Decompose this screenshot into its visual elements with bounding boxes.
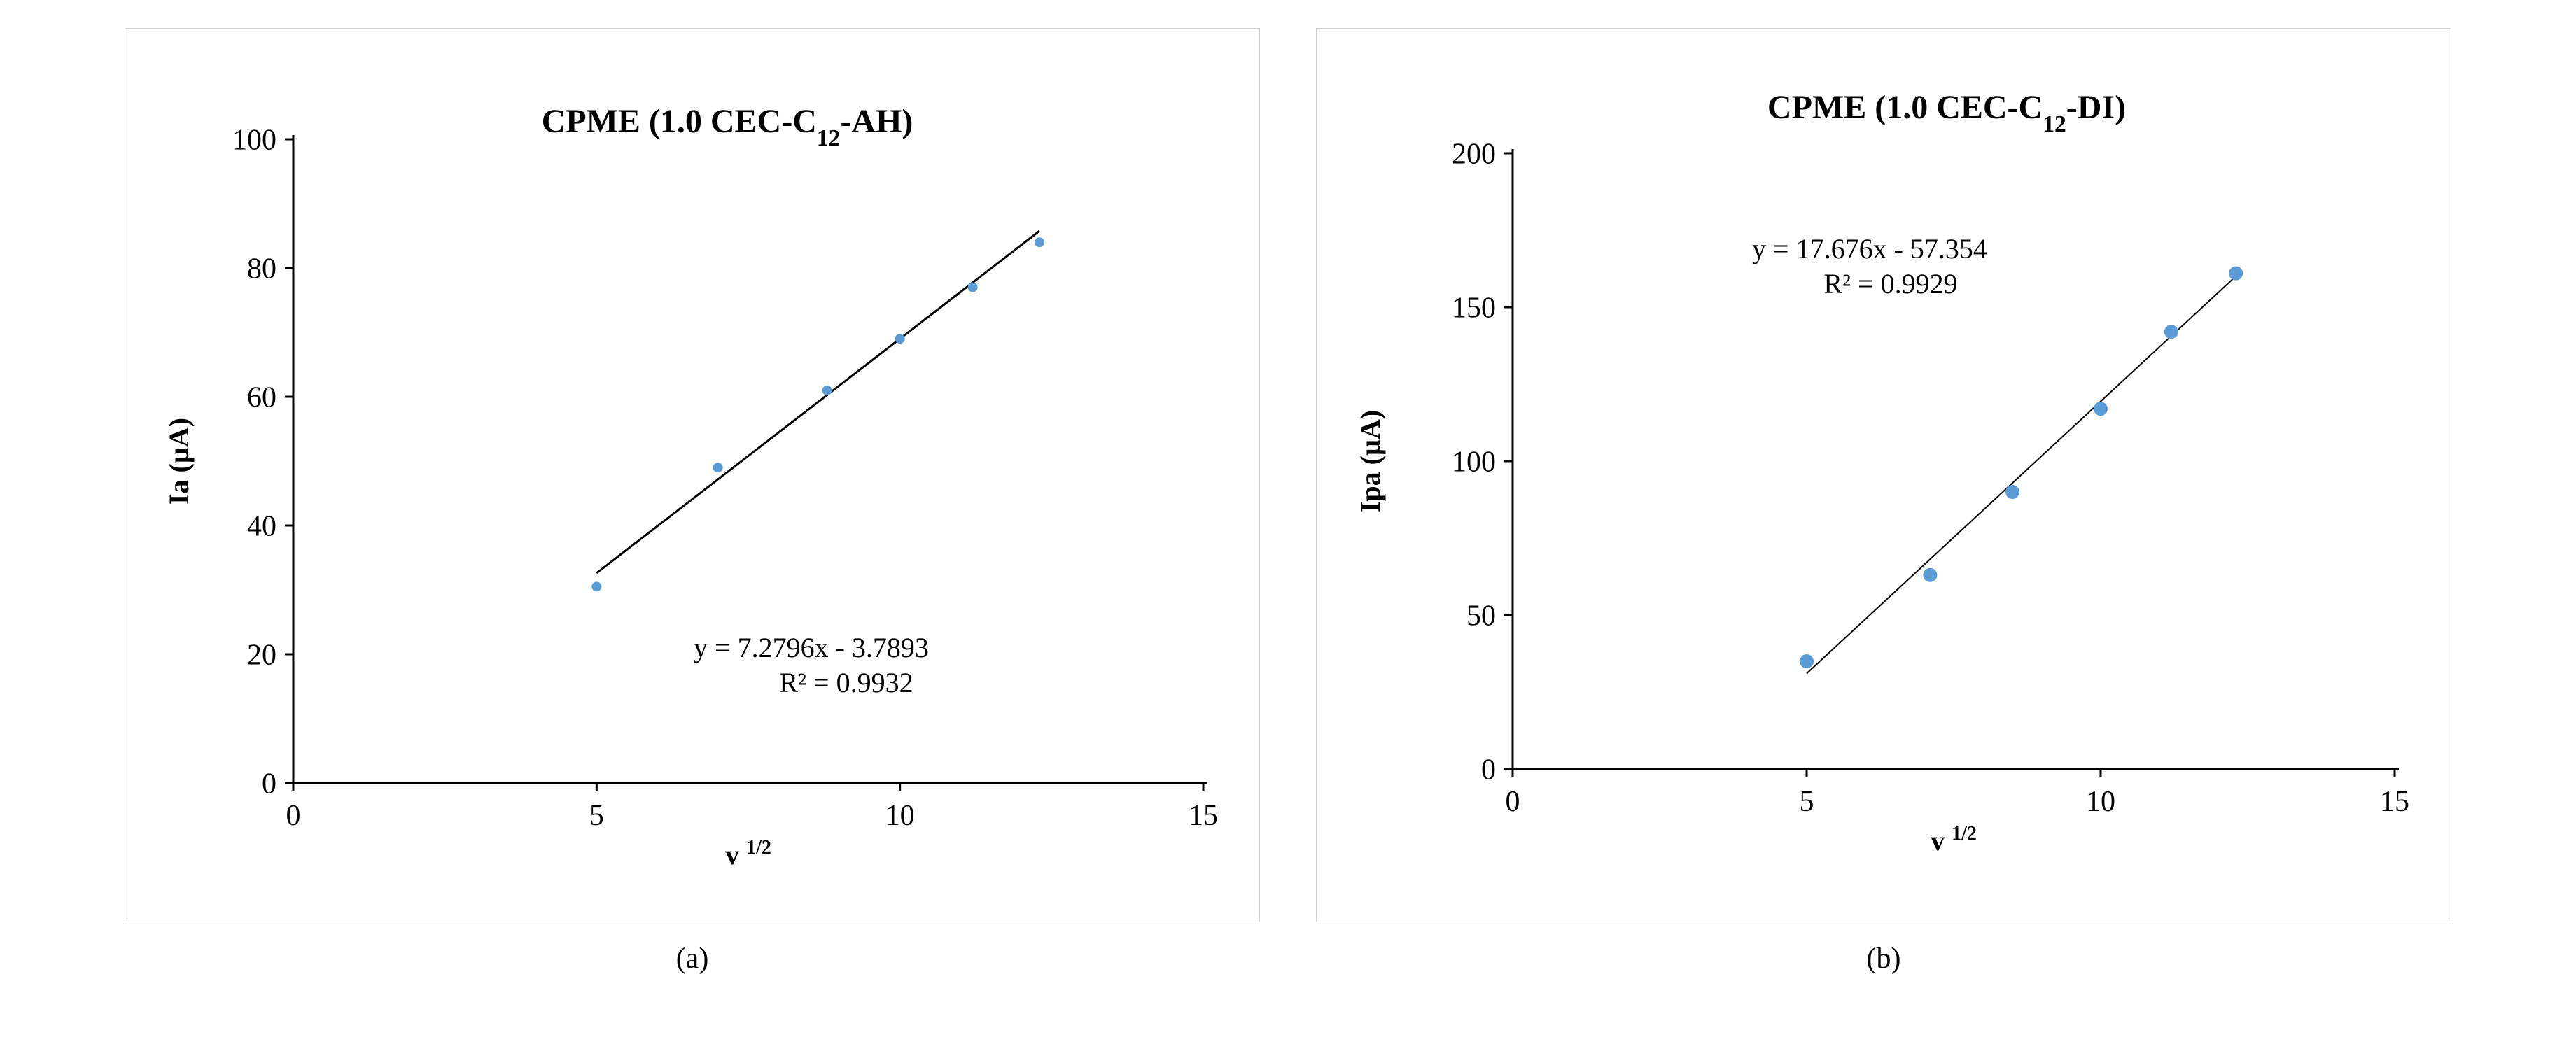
chart-title: CPME (1.0 CEC-C12-AH) [542,103,913,151]
y-tick-label: 80 [247,253,276,285]
chart-panel-a: 0 20 40 60 80 100 0 5 10 15 CPME (1.0 CEC-C12-AH) y… [125,28,1260,975]
fit-equation: y = 17.676x - 57.354 [1752,233,1987,264]
data-point [1800,654,1814,668]
panel-caption-b: (b) [1867,942,1901,975]
data-point [2229,267,2243,281]
chart-svg-a: 0 20 40 60 80 100 0 5 10 15 CPME (1.0 CEC-C12-AH) y… [146,48,1238,909]
x-axis-label: v 1/2 [1931,823,1977,857]
y-tick-label: 60 [247,382,276,414]
data-point [1923,568,1937,582]
data-point [968,283,978,292]
data-point [895,334,905,344]
panel-caption-a: (a) [676,942,709,975]
y-tick-label: 100 [232,125,276,157]
data-point [713,463,723,472]
y-tick-label: 200 [1452,139,1496,171]
x-tick-label: 5 [589,800,604,832]
y-tick-label: 150 [1452,292,1496,325]
x-axis-label: v 1/2 [725,837,771,871]
chart-box-a: 0 20 40 60 80 100 0 5 10 15 CPME (1.0 CEC-C12-AH) y… [125,28,1260,922]
chart-title: CPME (1.0 CEC-C12-DI) [1768,89,2126,137]
x-tick-label: 10 [886,800,915,832]
y-tick-label: 20 [247,640,276,672]
chart-panel-b: 0 50 100 150 200 0 5 10 15 CPME (1.0 CEC-C12-DI) y… [1316,28,2451,975]
y-axis-label: Ipa (µA) [1354,410,1386,512]
fit-rsq: R² = 0.9929 [1823,268,1957,299]
fit-line [596,231,1040,573]
chart-box-b: 0 50 100 150 200 0 5 10 15 CPME (1.0 CEC-C12-DI) y… [1316,28,2451,922]
x-tick-label: 10 [2086,786,2115,818]
y-tick-label: 0 [262,768,276,800]
data-point [1035,237,1044,247]
y-tick-label: 50 [1466,600,1496,633]
y-tick-label: 100 [1452,446,1496,479]
fit-equation: y = 7.2796x - 3.7893 [694,632,929,663]
data-point [2005,485,2019,499]
data-point [592,581,601,591]
x-tick-label: 15 [2380,786,2409,818]
data-point [2164,325,2178,339]
data-point [2094,402,2108,416]
data-point [822,386,832,395]
figure-row: 020406080100051015CPME (1.0 CEC-C12-AH)y… [0,0,2576,982]
x-tick-label: 0 [286,800,301,832]
fit-rsq: R² = 0.9932 [779,667,913,698]
y-tick-label: 0 [1481,754,1496,786]
x-tick-label: 15 [1189,800,1218,832]
x-tick-label: 0 [1506,786,1520,818]
y-axis-label: Ia (µA) [163,418,195,505]
chart-svg-b: 0 50 100 150 200 0 5 10 15 CPME (1.0 CEC-C12-DI) y… [1338,48,2430,909]
y-tick-label: 40 [247,511,276,543]
x-tick-label: 5 [1800,786,1814,818]
